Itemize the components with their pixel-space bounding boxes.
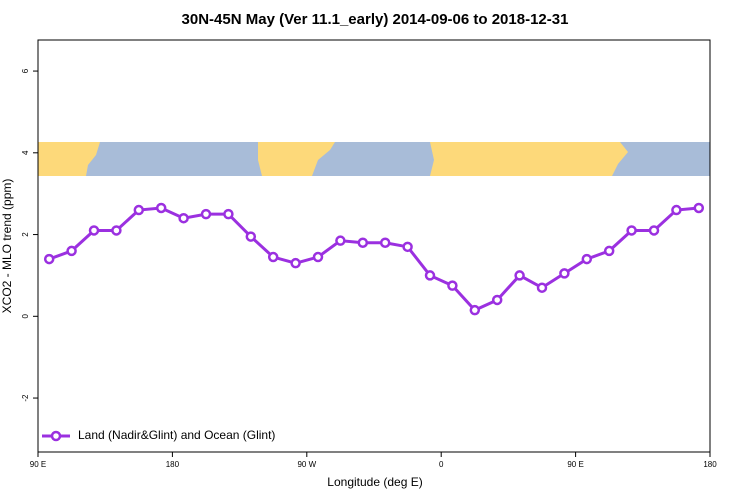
y-tick-label: -2 — [21, 394, 30, 402]
legend-marker — [50, 430, 62, 442]
series-line — [48, 206, 699, 312]
chart-title: 30N-45N May (Ver 11.1_early) 2014-09-06 … — [182, 11, 569, 28]
point — [312, 251, 324, 263]
point — [491, 294, 503, 306]
point — [671, 204, 682, 216]
x-tick-label: 90 E — [567, 460, 583, 469]
y-tick-label: 6 — [21, 68, 30, 73]
point — [626, 225, 637, 236]
point — [200, 208, 212, 220]
x-tick-label: 180 — [703, 460, 717, 469]
x-axis-label: Longitude (deg E) — [327, 475, 422, 489]
point — [155, 202, 167, 214]
point — [267, 251, 279, 263]
map-band — [38, 142, 710, 176]
point — [648, 225, 660, 236]
x-tick-label: 90 E — [30, 460, 46, 469]
x-tick-label: 180 — [166, 460, 180, 469]
y-tick-label: 2 — [21, 232, 30, 237]
point — [43, 253, 55, 265]
point — [603, 245, 615, 257]
point — [514, 270, 525, 281]
point — [469, 304, 481, 316]
point — [379, 237, 391, 248]
plot-frame — [37, 39, 711, 453]
point — [424, 270, 436, 281]
y-tick-label: 4 — [21, 150, 30, 155]
point — [447, 280, 458, 291]
y-axis-label: XCO2 - MLO trend (ppm) — [0, 179, 14, 314]
point — [290, 257, 301, 269]
point — [223, 208, 234, 220]
point — [111, 225, 122, 236]
point — [245, 231, 257, 242]
point — [66, 245, 77, 257]
point — [133, 204, 145, 216]
point — [178, 212, 189, 224]
point — [88, 225, 100, 236]
point — [536, 282, 548, 293]
x-tick-label: 90 W — [297, 460, 316, 469]
point — [357, 237, 369, 248]
point — [335, 235, 346, 246]
legend-label: Land (Nadir&Glint) and Ocean (Glint) — [78, 428, 275, 442]
point — [693, 202, 705, 214]
x-tick-label: 0 — [439, 460, 444, 469]
point — [581, 253, 593, 265]
point — [402, 241, 413, 253]
y-tick-label: 0 — [21, 314, 30, 319]
point — [559, 268, 570, 279]
